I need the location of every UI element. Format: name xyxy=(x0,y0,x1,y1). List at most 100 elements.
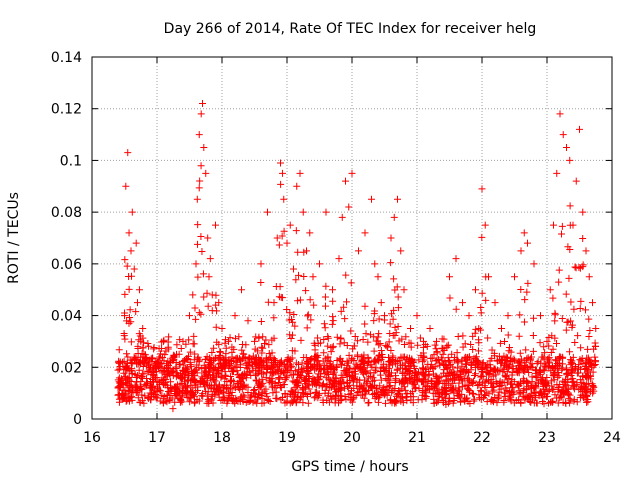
data-point xyxy=(528,353,536,361)
data-point xyxy=(320,349,328,357)
data-point xyxy=(327,348,335,356)
data-point xyxy=(401,364,409,372)
data-point xyxy=(568,323,576,331)
data-point xyxy=(549,294,557,302)
data-point xyxy=(122,389,130,397)
data-point xyxy=(370,317,378,325)
data-point xyxy=(370,369,378,377)
data-point xyxy=(189,368,197,376)
data-point xyxy=(156,387,164,395)
data-point xyxy=(345,203,353,211)
data-point xyxy=(380,360,388,368)
data-point xyxy=(189,291,197,299)
data-point xyxy=(547,377,555,385)
data-point xyxy=(478,387,486,395)
data-point xyxy=(522,346,530,354)
data-point xyxy=(163,363,171,371)
data-point xyxy=(253,377,261,385)
data-point xyxy=(343,298,351,306)
data-point xyxy=(195,364,203,372)
data-point xyxy=(391,323,399,331)
data-points xyxy=(114,100,600,413)
data-point xyxy=(299,385,307,393)
data-point xyxy=(216,351,224,359)
data-point xyxy=(406,359,414,367)
data-point xyxy=(228,376,236,384)
data-point xyxy=(283,305,291,313)
data-point xyxy=(197,310,205,318)
data-point xyxy=(347,327,355,335)
data-point xyxy=(264,364,272,372)
data-point xyxy=(577,357,585,365)
data-point xyxy=(524,279,532,287)
data-point xyxy=(584,345,592,353)
data-point xyxy=(138,370,146,378)
data-point xyxy=(443,364,451,372)
data-point xyxy=(322,282,330,290)
data-point xyxy=(123,350,131,358)
data-point xyxy=(195,309,203,317)
data-point xyxy=(192,315,200,323)
data-point xyxy=(564,318,572,326)
data-point xyxy=(542,363,550,371)
data-point xyxy=(288,354,296,362)
data-point xyxy=(135,330,143,338)
data-point xyxy=(141,392,149,400)
data-point xyxy=(479,359,487,367)
data-point xyxy=(392,357,400,365)
data-point xyxy=(433,348,441,356)
data-point xyxy=(448,372,456,380)
data-point xyxy=(139,344,147,352)
data-point xyxy=(471,329,479,337)
data-point xyxy=(331,374,339,382)
data-point xyxy=(251,371,259,379)
data-point xyxy=(310,301,318,309)
data-point xyxy=(566,156,574,164)
data-point xyxy=(180,361,188,369)
data-point xyxy=(531,384,539,392)
data-point xyxy=(242,374,250,382)
data-point xyxy=(438,389,446,397)
x-tick-label: 21 xyxy=(408,430,426,446)
data-point xyxy=(228,368,236,376)
data-point xyxy=(134,349,142,357)
data-point xyxy=(395,386,403,394)
data-point xyxy=(257,260,265,268)
data-point xyxy=(352,392,360,400)
data-point xyxy=(447,361,455,369)
data-point xyxy=(299,399,307,407)
data-point xyxy=(375,341,383,349)
data-point xyxy=(359,336,367,344)
data-point xyxy=(125,374,133,382)
data-point xyxy=(576,305,584,313)
y-tick-label: 0.1 xyxy=(60,153,82,169)
data-point xyxy=(275,293,283,301)
data-point xyxy=(396,387,404,395)
data-point xyxy=(341,315,349,323)
data-point xyxy=(478,233,486,241)
data-point xyxy=(179,367,187,375)
data-point xyxy=(204,234,212,242)
data-point xyxy=(419,358,427,366)
data-point xyxy=(555,362,563,370)
data-point xyxy=(382,385,390,393)
data-point xyxy=(428,377,436,385)
data-point xyxy=(337,361,345,369)
data-point xyxy=(197,162,205,170)
data-point xyxy=(125,272,133,280)
data-point xyxy=(459,299,466,307)
data-point xyxy=(114,366,122,374)
data-point xyxy=(201,381,209,389)
data-point xyxy=(122,380,130,388)
x-tick-label: 18 xyxy=(213,430,231,446)
data-point xyxy=(335,380,343,388)
data-point xyxy=(208,291,216,299)
data-point xyxy=(504,331,512,339)
data-point xyxy=(496,339,504,347)
data-point xyxy=(226,334,234,342)
data-point xyxy=(449,385,457,393)
data-point xyxy=(125,365,133,373)
data-point xyxy=(382,341,390,349)
data-point xyxy=(395,337,403,345)
data-point xyxy=(438,344,446,352)
